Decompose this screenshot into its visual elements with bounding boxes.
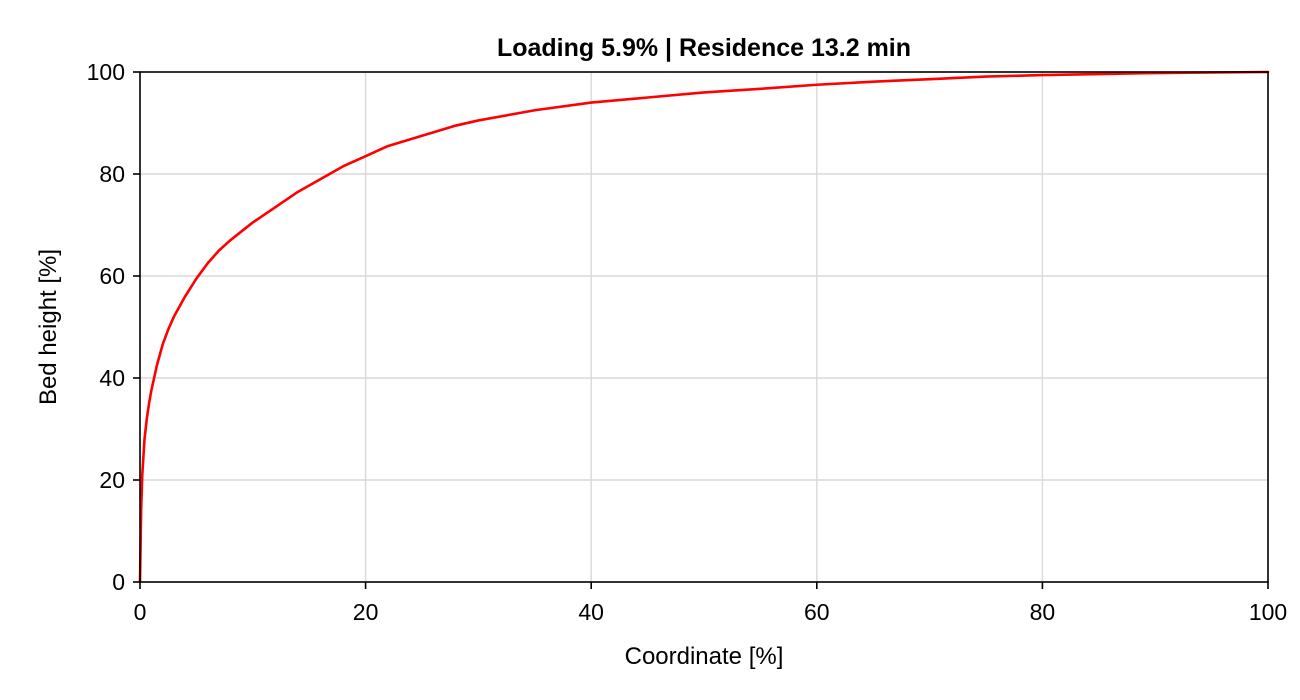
x-tick-label: 40	[578, 599, 604, 625]
series-line-1	[138, 70, 1270, 584]
y-tick-label: 20	[99, 467, 125, 493]
y-tick-label: 80	[99, 161, 125, 187]
y-tick-label: 0	[112, 569, 125, 595]
x-tick-label: 80	[1030, 599, 1056, 625]
x-tick-label: 20	[353, 599, 379, 625]
x-axis-label: Coordinate [%]	[625, 643, 784, 670]
plot-frame	[139, 71, 1269, 583]
grid-lines	[140, 72, 1268, 582]
x-tick-label: 60	[804, 599, 830, 625]
x-tick-label: 100	[1249, 599, 1287, 625]
series-layer	[138, 70, 1270, 584]
x-tick-label: 0	[134, 599, 147, 625]
y-axis-label: Bed height [%]	[35, 249, 62, 405]
chart-title: Loading 5.9% | Residence 13.2 min	[497, 34, 911, 62]
y-tick-label: 40	[99, 365, 125, 391]
y-tick-label: 100	[87, 59, 125, 85]
y-tick-label: 60	[99, 263, 125, 289]
axis-ticks: 0 20 40 60 80 100 0 20 40 60 80 100	[87, 59, 1288, 625]
